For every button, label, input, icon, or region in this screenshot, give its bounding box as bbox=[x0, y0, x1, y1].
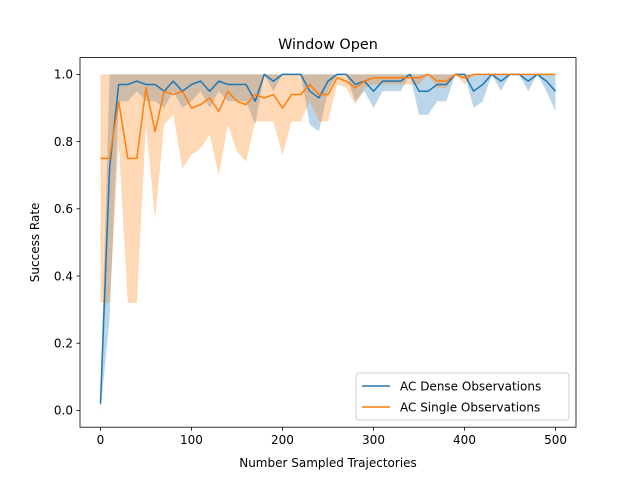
y-tick-label: 0.4 bbox=[54, 269, 73, 283]
chart-title: Window Open bbox=[278, 37, 378, 53]
y-axis-label: Success Rate bbox=[28, 203, 42, 283]
y-tick-label: 1.0 bbox=[54, 68, 73, 82]
y-tick-label: 0.2 bbox=[54, 337, 73, 351]
legend: AC Dense Observations AC Single Observat… bbox=[355, 372, 570, 421]
single-confidence-band bbox=[100, 74, 556, 303]
series-lines bbox=[99, 73, 557, 404]
y-axis-ticks: 0.0 0.2 0.4 0.6 0.8 1.0 bbox=[54, 68, 80, 418]
y-tick-label: 0.0 bbox=[54, 404, 73, 418]
legend-label-dense: AC Dense Observations bbox=[400, 380, 541, 394]
x-axis-ticks: 0 100 200 300 400 500 bbox=[97, 427, 567, 447]
y-tick-label: 0.8 bbox=[54, 135, 73, 149]
x-tick-label: 500 bbox=[544, 433, 567, 447]
x-tick-label: 300 bbox=[362, 433, 385, 447]
legend-label-single: AC Single Observations bbox=[400, 401, 540, 415]
single-series-line bbox=[100, 73, 556, 160]
dense-series-line bbox=[99, 73, 557, 404]
y-tick-label: 0.6 bbox=[54, 202, 73, 216]
confidence-bands bbox=[100, 74, 556, 411]
x-tick-label: 100 bbox=[180, 433, 203, 447]
x-tick-label: 400 bbox=[453, 433, 476, 447]
plot-frame bbox=[79, 57, 577, 428]
x-tick-label: 0 bbox=[97, 433, 105, 447]
x-axis-label: Number Sampled Trajectories bbox=[239, 456, 417, 470]
x-tick-label: 200 bbox=[271, 433, 294, 447]
legend-box bbox=[355, 372, 570, 421]
